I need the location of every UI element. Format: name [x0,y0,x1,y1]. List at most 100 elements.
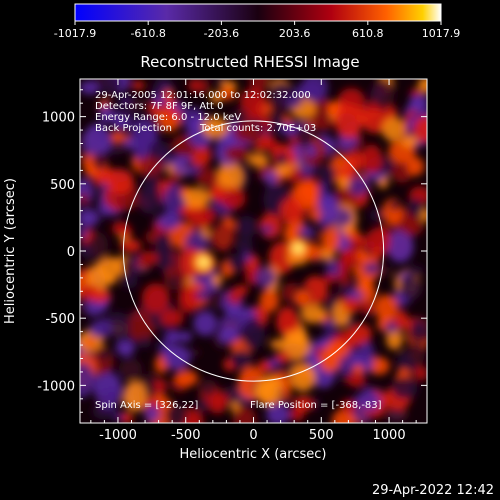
heatmap-blob [294,290,312,307]
y-axis-label: Heliocentric Y (arcsec) [3,178,18,324]
heatmap-blob [282,229,298,242]
heatmap-blob [400,135,418,148]
axis-tick-labels: -1000 -500 0 500 1000 -1000 -500 0 500 1000 [37,111,405,443]
heatmap-blob [366,412,377,420]
heatmap-blob [289,363,316,392]
heatmap-blob [120,239,142,253]
heatmap-blob [360,144,383,174]
heatmap-blob [188,79,202,92]
heatmap-blob [101,206,113,214]
heatmap-blob [220,186,246,210]
heatmap-blob [135,141,151,159]
heatmap-blob [380,266,394,275]
heatmap-blob [310,398,322,409]
heatmap-blob [128,99,146,111]
heatmap-blob [407,157,425,176]
heatmap-blob [88,231,109,258]
flare-source-core [292,242,305,255]
annotation-spin-axis: Spin Axis = [326,22] [95,400,198,411]
colorbar-strip [74,3,442,22]
heatmap-blob [80,210,98,228]
heatmap-blob [294,124,311,144]
heatmap-blob [269,99,289,113]
heatmap-blob [206,289,225,309]
heatmap-blob [224,145,251,162]
heatmap-blob [148,140,171,161]
heatmap-blob [394,377,408,387]
heatmap-blob [374,294,399,320]
heatmap-blob [111,221,130,236]
heatmap-blob [276,152,287,167]
heatmap-blob [321,227,340,252]
heatmap-blob [217,328,240,343]
heatmap-blob [216,161,244,193]
annotation-time-range: 29-Apr-2005 12:01:16.000 to 12:02:32.000 [95,90,311,101]
annotation-total-counts: Total counts: 2.70E+03 [199,123,316,134]
heatmap-blob [345,150,367,171]
heatmap-blob [369,209,385,222]
heatmap-blob [210,91,222,104]
colorbar-tick-label: -203.6 [204,27,239,40]
heatmap-blob [230,109,247,123]
heatmap-blob [268,358,279,369]
annotation-method: Back Projection [95,123,172,134]
heatmap-blob [227,287,243,305]
heatmap-blob [153,242,174,270]
heatmap-blob [118,358,143,380]
heatmap-blob [93,318,112,339]
x-tick-label: -500 [171,428,201,443]
heatmap-blob [256,134,276,147]
heatmap-blob [367,356,390,375]
heatmap-blob [168,332,180,342]
heatmap-blob [413,115,427,144]
heatmap-blob [318,194,339,222]
heatmap-blob [266,403,290,423]
heatmap-blob [259,288,280,313]
heatmap-blob [80,228,88,238]
heatmap-blob [338,277,352,287]
heatmap-blob [414,365,427,381]
heatmap-blob [239,87,267,115]
heatmap-blob [254,266,277,288]
heatmap-blob [166,274,183,290]
heatmap-blob [116,340,135,357]
heatmap-blob [399,274,421,301]
heatmap-blob [177,286,200,314]
heatmap-blob [362,386,375,401]
solar-limb-circle [122,120,385,382]
heatmap-blob [168,171,181,185]
heatmap-blob [211,274,223,286]
heatmap-blob [155,86,166,97]
x-tick-label: -1000 [99,428,137,443]
annotation-detectors: Detectors: 7F 8F 9F, Att 0 [95,101,223,112]
heatmap-blob [137,336,152,349]
annotation-energy-range: Energy Range: 6.0 - 12.0 keV [95,112,241,123]
heatmap-blob [263,169,279,185]
heatmap-blob [148,103,161,117]
heatmap-blob [394,310,409,330]
heatmap-blob [84,338,95,348]
heatmap-blob [299,226,313,237]
heatmap-blob [409,94,427,109]
heatmap-blob [274,351,291,362]
heatmap-blob [305,144,317,158]
colorbar-tick-label: 203.6 [279,27,311,40]
heatmap-blob [144,404,160,423]
annotation-flare-position: Flare Position = [-368,-83] [250,400,382,411]
y-tick-label: 1000 [42,111,75,126]
heatmap-blob [400,215,424,236]
heatmap-blob [364,228,391,255]
heatmap-blob [347,323,372,345]
heatmap-blob [386,408,406,422]
heatmap-blob [318,164,337,186]
colorbar-tick-label: -610.8 [130,27,165,40]
heatmap-blob [195,400,209,412]
heatmap-blob [269,81,292,104]
heatmap-blob [97,347,112,362]
chart-title: Reconstructed RHESSI Image [140,53,359,71]
heatmap-blob [97,388,119,410]
y-tick-label: -1000 [37,379,75,394]
heatmap-blob [233,405,257,423]
flare-source-core [197,256,210,269]
x-tick-label: 0 [249,428,257,443]
